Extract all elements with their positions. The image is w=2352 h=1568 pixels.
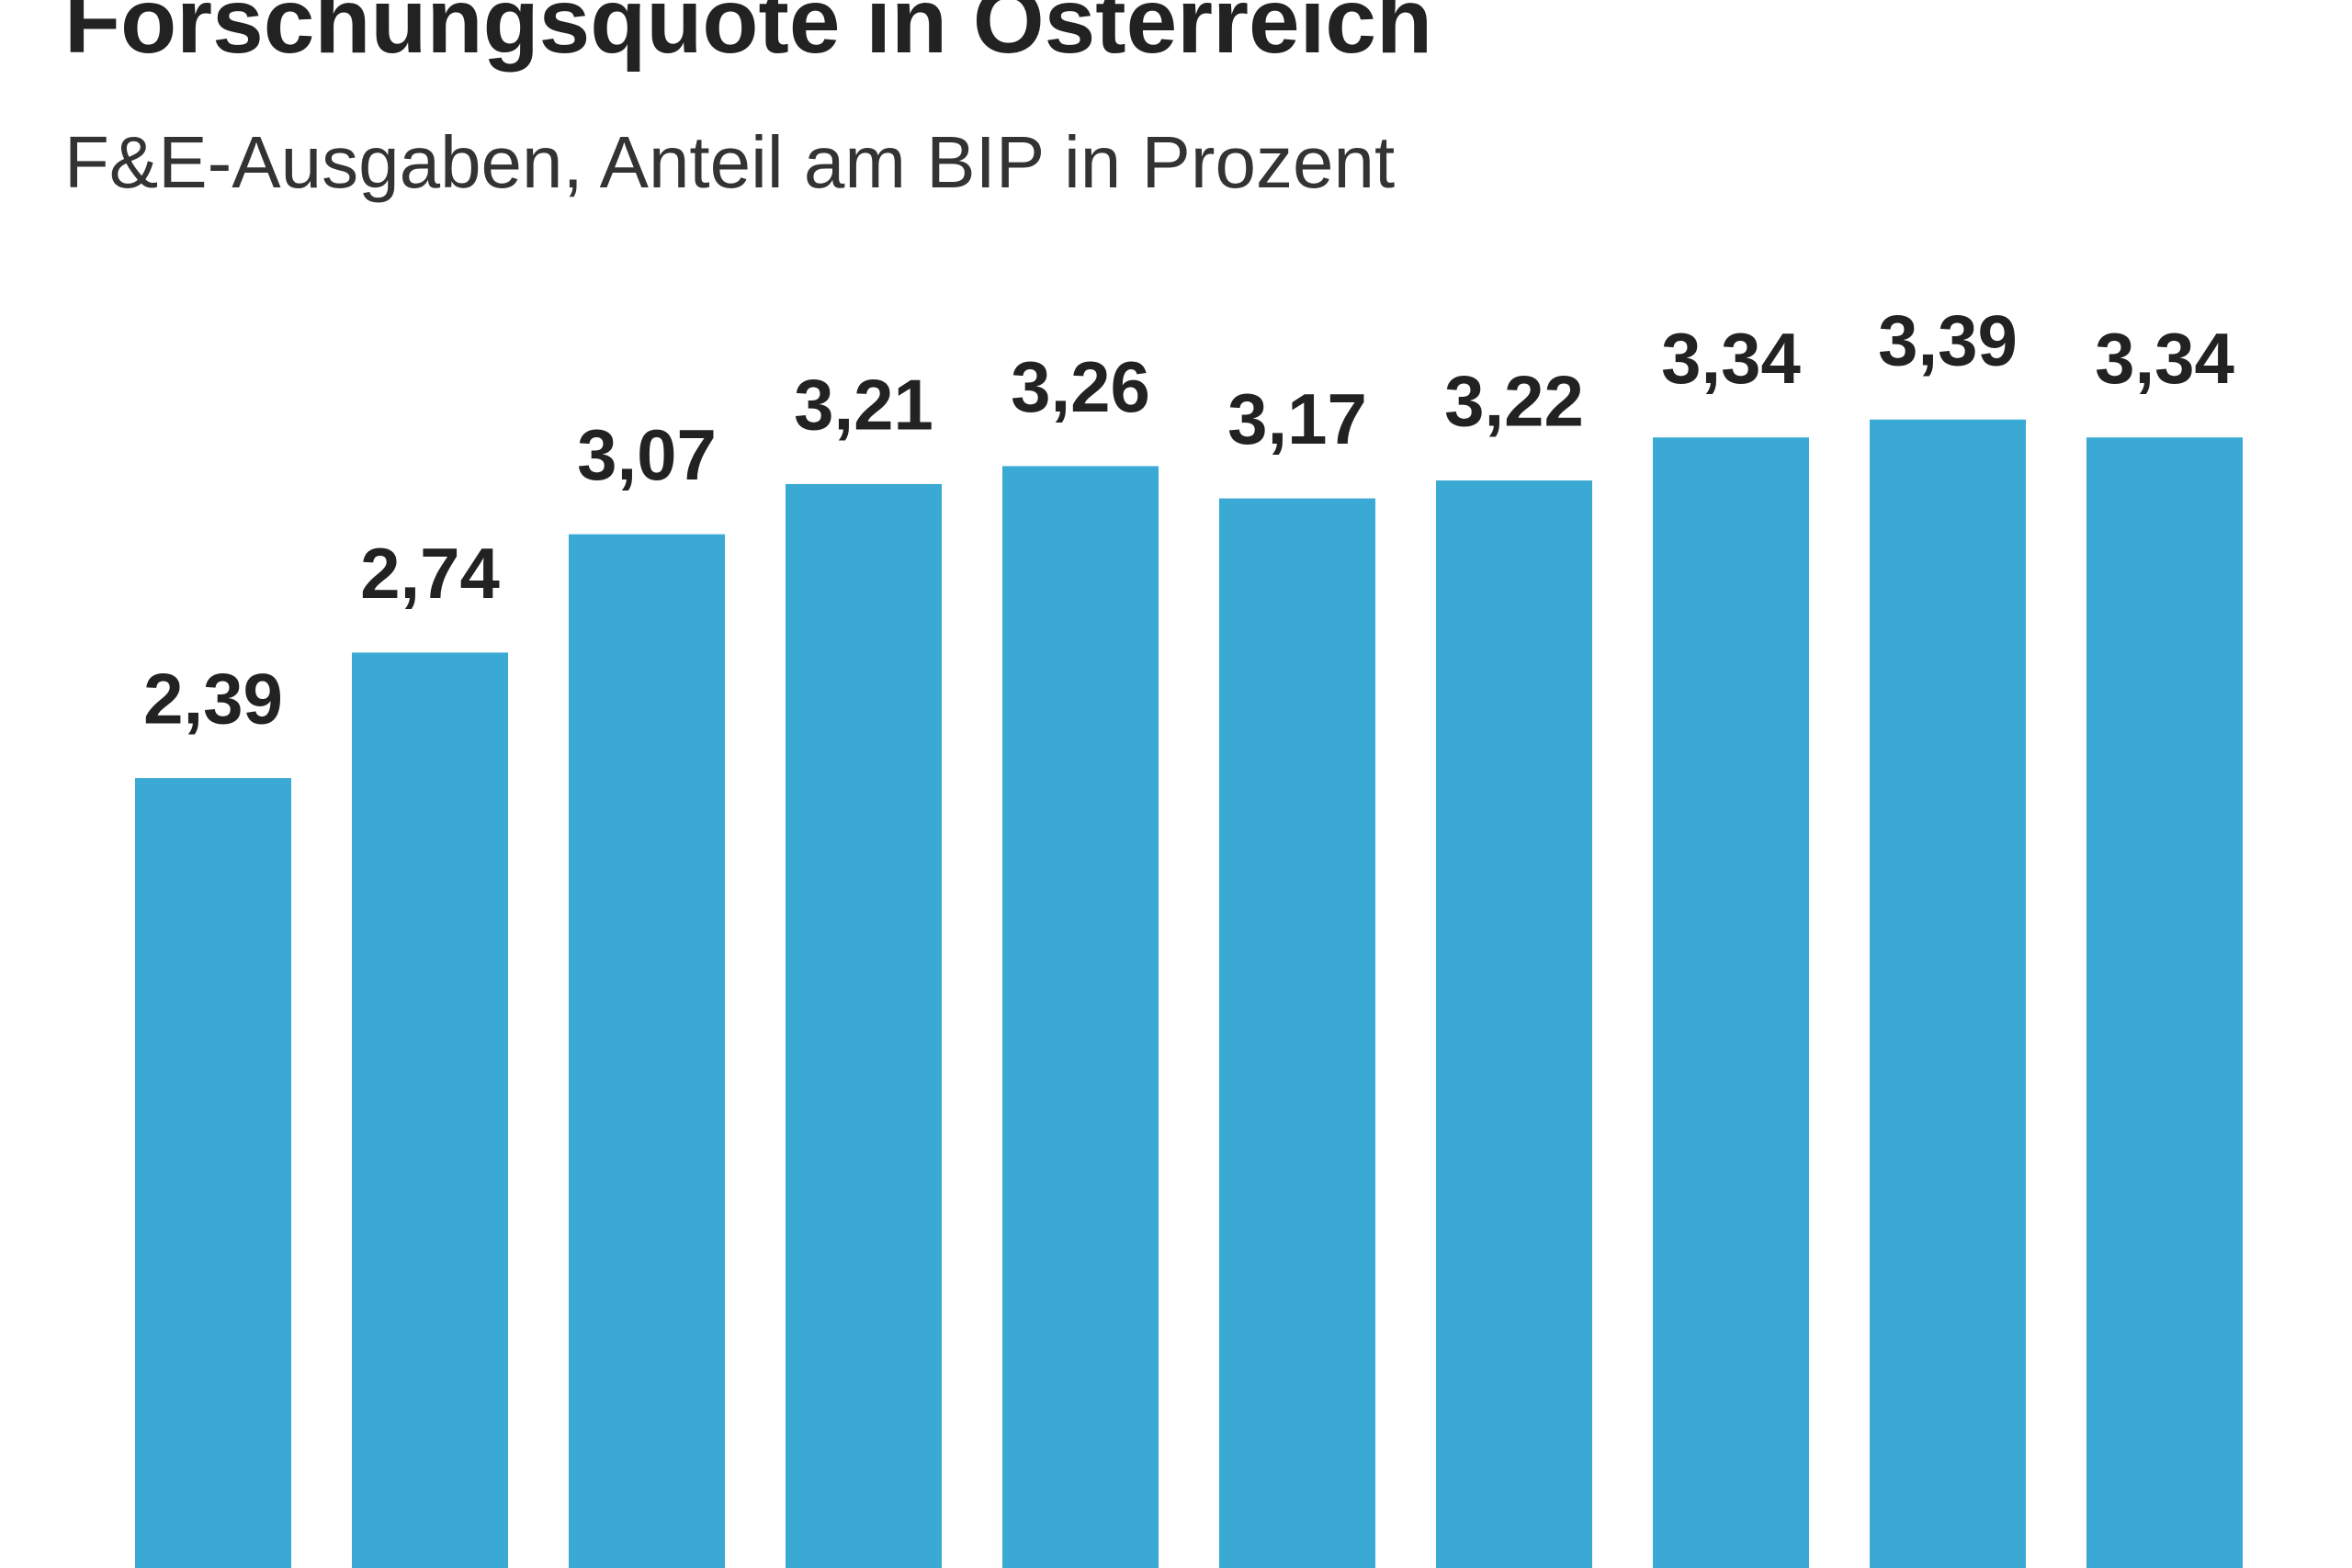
bar bbox=[1002, 466, 1159, 1568]
bar bbox=[1436, 480, 1592, 1568]
bar bbox=[569, 534, 725, 1568]
bar bbox=[2086, 437, 2243, 1568]
value-label: 3,07 bbox=[577, 414, 717, 495]
bar bbox=[1870, 419, 2026, 1568]
value-label: 3,26 bbox=[1011, 346, 1150, 427]
bar bbox=[135, 778, 291, 1568]
value-label: 3,34 bbox=[1661, 318, 1801, 399]
value-label: 3,17 bbox=[1227, 378, 1367, 459]
bar bbox=[1219, 498, 1375, 1568]
value-label: 3,22 bbox=[1444, 361, 1584, 442]
value-label: 2,39 bbox=[143, 659, 283, 739]
chart-subtitle: F&E-Ausgaben, Anteil am BIP in Prozent bbox=[64, 121, 1395, 203]
value-label: 2,74 bbox=[360, 533, 500, 614]
value-label: 3,34 bbox=[2095, 318, 2234, 399]
bar bbox=[1653, 437, 1809, 1568]
value-label: 3,39 bbox=[1878, 299, 2018, 380]
bar bbox=[352, 652, 508, 1568]
bar bbox=[786, 483, 942, 1568]
chart-title: Forschungsquote in Österreich bbox=[64, 0, 1432, 73]
value-label: 3,21 bbox=[794, 365, 933, 446]
